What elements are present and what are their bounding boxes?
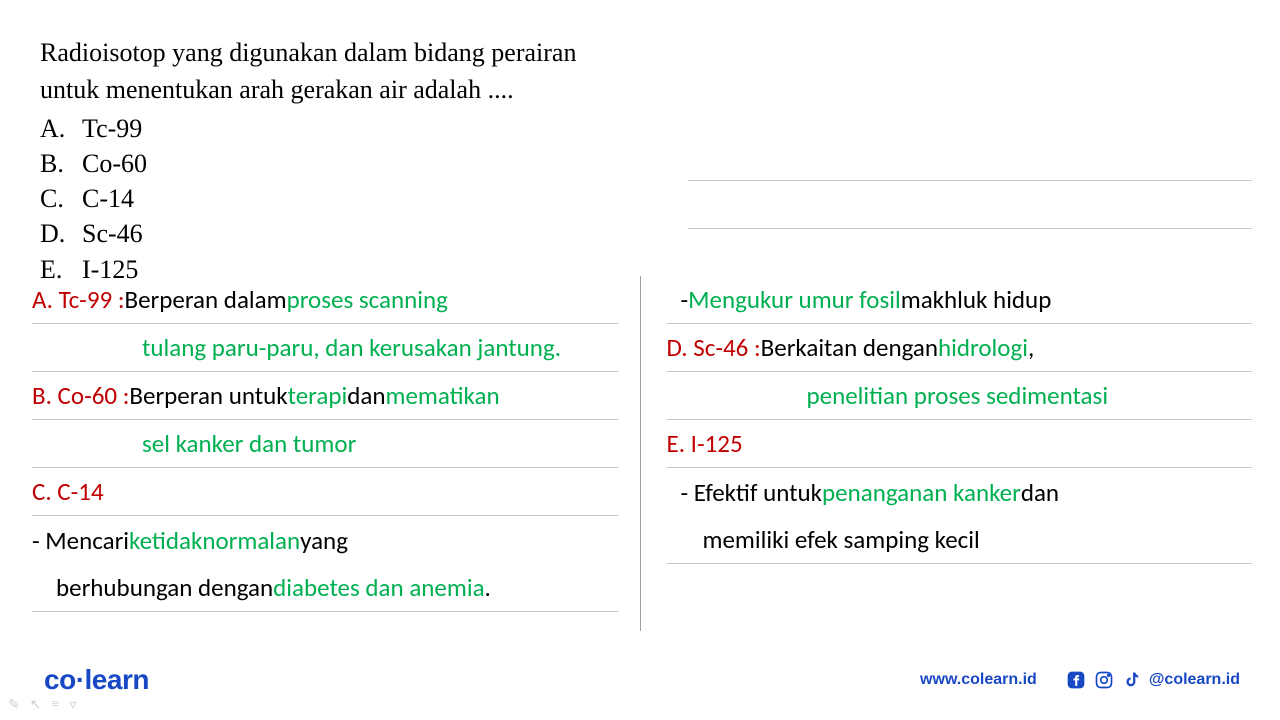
footer-handle: @colearn.id (1149, 671, 1240, 689)
answer-c-line2: berhubungan dengan diabetes dan anemia . (32, 564, 618, 612)
answer-c-label: C. C-14 (32, 476, 104, 507)
social-icons: @colearn.id (1065, 669, 1240, 691)
presentation-tools: ✎ ↖ ≡ ▿ (8, 697, 76, 714)
answer-e-line2: memiliki efek samping kecil (667, 516, 1253, 564)
footer-right: www.colearn.id @colearn.id (920, 669, 1240, 691)
option-letter: B. (40, 146, 66, 181)
footer: co·learn www.colearn.id @colearn.id (44, 664, 1240, 696)
answer-d-mid: Berkaitan dengan (761, 332, 938, 363)
answer-e-bullet-post: dan (1021, 477, 1059, 508)
option-letter: C. (40, 181, 66, 216)
answer-c-bullet: - Mencari ketidaknormalan yang (32, 516, 618, 564)
tiktok-icon (1121, 669, 1143, 691)
answer-a-line2: tulang paru-paru, dan kerusakan jantung. (32, 324, 618, 372)
answer-a-line1: A. Tc-99 : Berperan dalam proses scannin… (32, 276, 618, 324)
answer-column-left: A. Tc-99 : Berperan dalam proses scannin… (32, 276, 640, 631)
answer-b-mid: Berperan untuk (129, 380, 287, 411)
answer-e-bullet: - Efektif untuk penanganan kanker dan (667, 468, 1253, 516)
answer-e-bullet-pre: - Efektif untuk (681, 477, 823, 508)
option-a: A. Tc-99 (40, 111, 1240, 146)
answer-c-bullet-pre: - Mencari (32, 525, 129, 556)
r1-pre: - (681, 284, 689, 315)
answer-d-g: hidrologi (938, 332, 1028, 363)
pointer-icon[interactable]: ↖ (30, 697, 42, 714)
option-text: Tc-99 (82, 111, 142, 146)
instagram-icon (1093, 669, 1115, 691)
answer-d-post: , (1028, 332, 1034, 363)
answer-a-green: proses scanning (287, 284, 448, 315)
logo-co: co (44, 664, 76, 695)
question-block: Radioisotop yang digunakan dalam bidang … (0, 0, 1280, 287)
answer-b-mid2: dan (347, 380, 385, 411)
ruled-line (688, 180, 1252, 181)
answer-a-mid: Berperan dalam (125, 284, 287, 315)
answer-b-line2: sel kanker dan tumor (32, 420, 618, 468)
option-letter: D. (40, 216, 66, 251)
option-text: C-14 (82, 181, 134, 216)
option-text: Co-60 (82, 146, 147, 181)
question-line-2: untuk menentukan arah gerakan air adalah… (40, 72, 1240, 107)
answer-b-g2: mematikan (385, 380, 499, 411)
answer-d-label: D. Sc-46 : (667, 332, 761, 363)
answer-b-line1: B. Co-60 : Berperan untuk terapi dan mem… (32, 372, 618, 420)
answer-e-bullet-g: penanganan kanker (822, 477, 1021, 508)
answer-b-label: B. Co-60 : (32, 380, 129, 411)
r1-post: makhluk hidup (901, 284, 1052, 315)
ruled-line (688, 228, 1252, 229)
answer-b-line2-text: sel kanker dan tumor (142, 428, 356, 459)
answer-c-line2-g: diabetes dan anemia (273, 572, 484, 603)
answer-e-line1: E. I-125 (667, 420, 1253, 468)
marker-icon[interactable]: ▿ (69, 697, 76, 714)
answer-e-label: E. I-125 (667, 428, 743, 459)
footer-url: www.colearn.id (920, 671, 1037, 689)
answer-e-line2-text: memiliki efek samping kecil (703, 524, 980, 555)
answer-c-bullet-post: yang (300, 525, 348, 556)
answer-c-right-line: - Mengukur umur fosil makhluk hidup (667, 276, 1253, 324)
answer-c-line2-pre: berhubungan dengan (56, 572, 273, 603)
logo-learn: learn (85, 664, 149, 695)
answer-d-line2-text: penelitian proses sedimentasi (807, 380, 1109, 411)
menu-icon[interactable]: ≡ (51, 697, 59, 714)
answer-column-right: - Mengukur umur fosil makhluk hidup D. S… (640, 276, 1253, 631)
option-d: D. Sc-46 (40, 216, 1240, 251)
option-letter: A. (40, 111, 66, 146)
options-list: A. Tc-99 B. Co-60 C. C-14 D. Sc-46 E. I-… (40, 111, 1240, 286)
answer-b-g1: terapi (288, 380, 348, 411)
answer-d-line2: penelitian proses sedimentasi (667, 372, 1253, 420)
option-text: Sc-46 (82, 216, 143, 251)
brand-logo: co·learn (44, 664, 149, 696)
facebook-icon (1065, 669, 1087, 691)
r1-g: Mengukur umur fosil (688, 284, 901, 315)
option-c: C. C-14 (40, 181, 1240, 216)
answer-d-line1: D. Sc-46 : Berkaitan dengan hidrologi , (667, 324, 1253, 372)
question-line-1: Radioisotop yang digunakan dalam bidang … (40, 35, 1240, 70)
option-b: B. Co-60 (40, 146, 1240, 181)
pen-icon[interactable]: ✎ (8, 697, 20, 714)
answer-a-label: A. Tc-99 : (32, 284, 125, 315)
answer-c-line2-post: . (485, 572, 491, 603)
answer-a-line2-text: tulang paru-paru, dan kerusakan jantung. (142, 332, 561, 363)
logo-dot: · (76, 664, 85, 695)
answer-region: A. Tc-99 : Berperan dalam proses scannin… (32, 276, 1252, 631)
answer-c-line1: C. C-14 (32, 468, 618, 516)
answer-c-bullet-g: ketidaknormalan (129, 525, 300, 556)
